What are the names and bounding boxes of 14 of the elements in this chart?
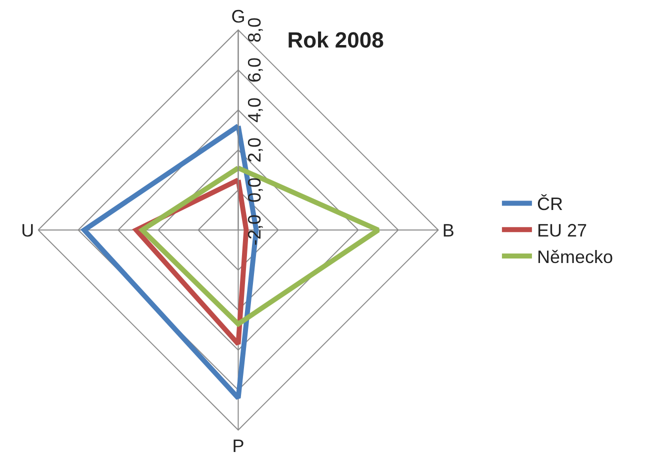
legend-label: ČR — [536, 194, 563, 214]
spoke-label: B — [442, 220, 454, 240]
y-tick-label: -2,0 — [244, 214, 264, 246]
y-tick-label: 8,0 — [244, 17, 264, 43]
spoke-label: P — [232, 436, 244, 455]
legend-label: EU 27 — [536, 220, 587, 241]
y-tick-label: 0,0 — [244, 177, 264, 203]
spoke-label: G — [231, 6, 246, 26]
y-tick-label: 2,0 — [244, 137, 264, 163]
y-tick-label: 4,0 — [244, 97, 264, 123]
legend-label: Německo — [536, 247, 613, 268]
text: Rok 2008 — [287, 27, 384, 52]
y-tick-label: 6,0 — [244, 57, 264, 83]
spoke-label: U — [21, 220, 34, 240]
